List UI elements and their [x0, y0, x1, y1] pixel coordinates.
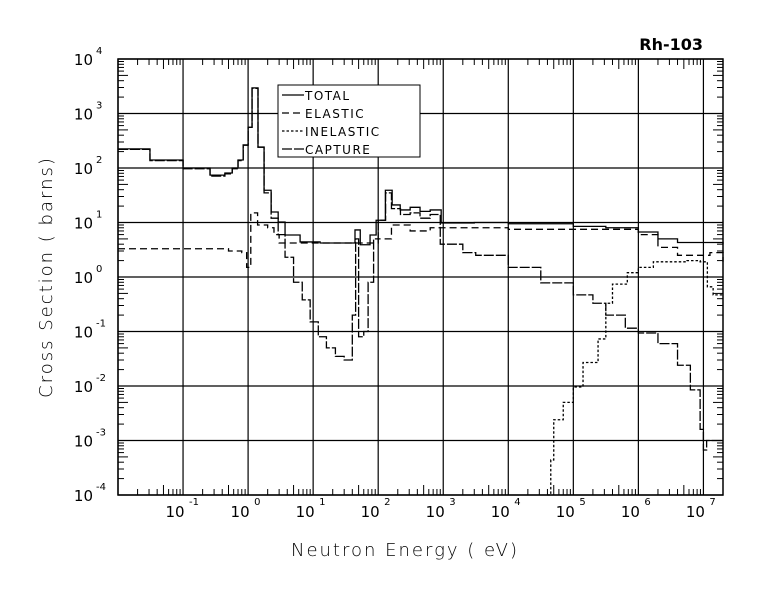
legend: TOTAL ELASTIC INELASTIC CAPTURE	[277, 84, 421, 158]
y-tick-label: 10	[74, 106, 93, 124]
legend-label: ELASTIC	[305, 107, 365, 121]
x-tick-exponent: 2	[384, 497, 390, 508]
plot-frame	[117, 58, 724, 496]
legend-label: TOTAL	[304, 89, 351, 103]
y-tick-label: 10	[74, 269, 93, 287]
y-tick-exponent: 2	[96, 155, 102, 166]
x-tick-exponent: 1	[319, 497, 325, 508]
x-tick-labels: 10 -1 10 0 10 1 10 2 10 3 10 4 10 5 10 6 10 7	[165, 497, 715, 521]
y-tick-exponent: 3	[96, 101, 102, 112]
y-tick-label: 10	[74, 215, 93, 233]
y-tick-label: 10	[74, 160, 93, 178]
y-tick-exponent: 1	[96, 210, 102, 221]
x-tick-label: 10	[686, 503, 705, 521]
x-tick-label: 10	[231, 503, 250, 521]
y-tick-exponent: -2	[96, 373, 106, 384]
y-axis-label: Cross Section ( barns)	[36, 156, 57, 398]
series-line-inelastic	[547, 259, 723, 496]
x-tick-exponent: 3	[449, 497, 455, 508]
legend-label: INELASTIC	[305, 125, 381, 139]
x-tick-label: 10	[556, 503, 575, 521]
y-tick-label: 10	[74, 324, 93, 342]
x-tick-label: 10	[621, 503, 640, 521]
y-tick-exponent: 4	[96, 46, 102, 57]
x-tick-label: 10	[426, 503, 445, 521]
series-lines	[118, 87, 724, 496]
legend-label: CAPTURE	[305, 143, 371, 157]
y-tick-exponent: 0	[96, 264, 102, 275]
y-tick-label: 10	[74, 51, 93, 69]
x-tick-label: 10	[361, 503, 380, 521]
x-axis-label: Neutron Energy ( eV)	[291, 540, 519, 561]
x-tick-exponent: 5	[579, 497, 585, 508]
x-tick-exponent: 0	[254, 497, 260, 508]
y-tick-exponent: -4	[96, 482, 106, 493]
x-tick-exponent: 4	[514, 497, 520, 508]
x-tick-label: 10	[165, 503, 184, 521]
y-tick-exponent: -3	[96, 428, 106, 439]
x-tick-label: 10	[296, 503, 315, 521]
chart-title: Rh-103	[639, 35, 703, 54]
y-tick-label: 10	[74, 378, 93, 396]
x-tick-exponent: 7	[709, 497, 715, 508]
x-tick-exponent: 6	[644, 497, 650, 508]
y-tick-exponent: -1	[96, 319, 106, 330]
y-tick-label: 10	[74, 433, 93, 451]
y-tick-label: 10	[74, 487, 93, 505]
x-tick-exponent: -1	[189, 497, 199, 508]
series-line-elastic	[118, 212, 724, 269]
x-tick-label: 10	[491, 503, 510, 521]
series-line-capture	[118, 87, 723, 451]
